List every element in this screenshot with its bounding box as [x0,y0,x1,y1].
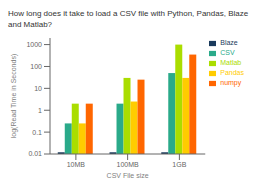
svg-text:1000: 1000 [26,41,42,48]
svg-text:100: 100 [30,63,42,70]
html-text:numpy: numpy [220,79,242,86]
svg-text:0.1: 0.1 [32,129,42,136]
svg-text:0.01: 0.01 [28,150,42,157]
svg-text:1GB: 1GB [172,161,186,168]
html-text:Pandas: Pandas [220,69,244,76]
svg-text:CSV File size: CSV File size [107,172,149,179]
svg-text:10: 10 [34,85,42,92]
html-text:CSV: CSV [220,49,235,56]
html-text:How long does it take to load: How long does it take to load a CSV file… [8,9,249,29]
svg-text:1: 1 [38,107,42,114]
html-text:Matlab: Matlab [220,59,242,66]
svg-text:log(Read Time in Seconds): log(Read Time in Seconds) [10,54,18,138]
svg-text:100MB: 100MB [117,161,140,168]
html-text:Blaze: Blaze [220,39,238,46]
svg-text:10MB: 10MB [67,161,86,168]
